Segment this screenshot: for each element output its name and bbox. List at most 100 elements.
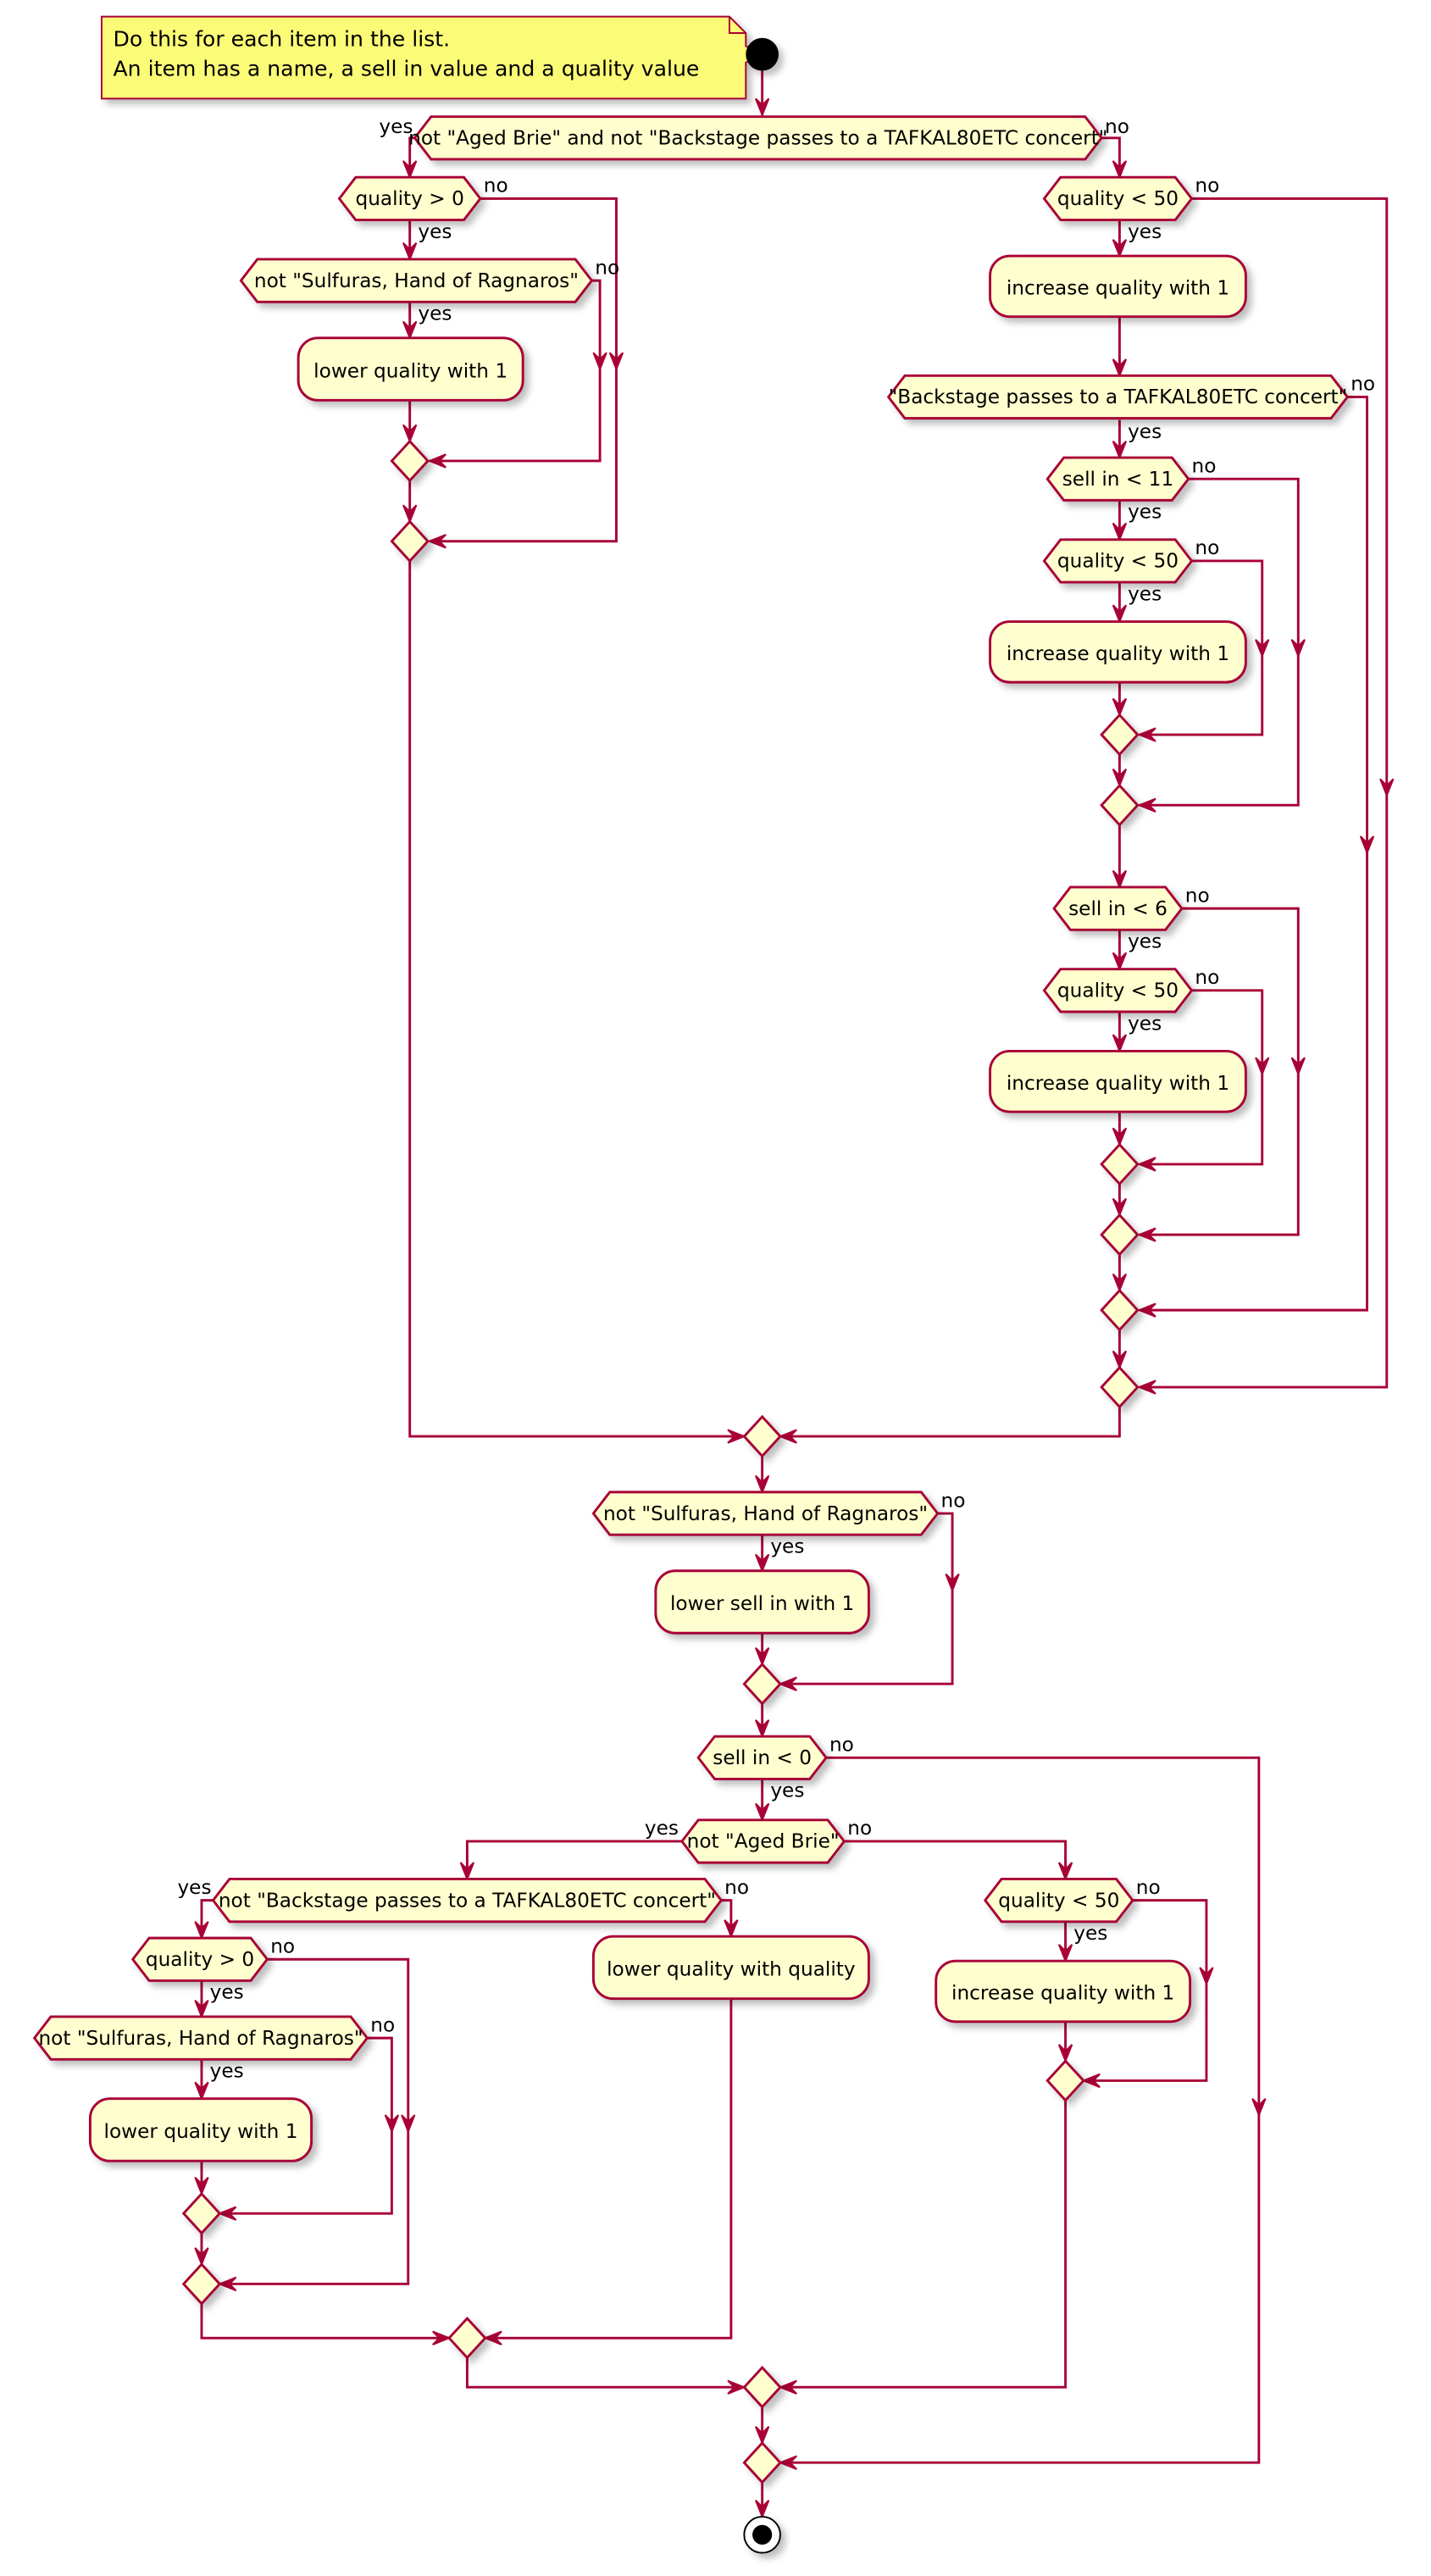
merge-node <box>742 1414 782 1458</box>
nodes: Do this for each item in the list. An ite… <box>32 15 1350 2554</box>
flow-edge <box>778 1512 960 1691</box>
action-label: lower quality with quality <box>607 1958 856 1981</box>
decision-label: sell in < 11 <box>1062 468 1174 491</box>
branch-label-no: no <box>484 175 508 197</box>
flow-edge <box>200 2303 452 2346</box>
arrow-head <box>755 1553 770 1574</box>
branch-label-yes: yes <box>1128 582 1162 605</box>
branch-label-no: no <box>1195 966 1219 989</box>
flow-edge <box>755 1535 770 1574</box>
branch-label-yes: yes <box>379 115 413 138</box>
arrow-head <box>608 352 624 372</box>
decision-d10: not "Sulfuras, Hand of Ragnaros" <box>591 1491 940 1536</box>
branch-label-no: no <box>1185 884 1210 907</box>
merge-node <box>742 1662 782 1706</box>
flow-edge <box>1112 316 1128 378</box>
merge-node <box>1100 1142 1140 1186</box>
flow-edge <box>194 2233 209 2267</box>
branch-label-no: no <box>847 1817 872 1840</box>
arrow-head <box>402 242 418 262</box>
decision-d7: quality < 50 <box>1042 538 1194 584</box>
arrow-head <box>483 2330 502 2346</box>
merge-node <box>390 439 430 483</box>
arrow-head <box>1112 952 1128 972</box>
branch-label-no: no <box>1195 175 1219 197</box>
arrow-head <box>1112 239 1128 258</box>
branch-label-yes: yes <box>1128 420 1162 443</box>
branch-label-no: no <box>941 1489 966 1512</box>
arrow-head <box>432 2330 452 2346</box>
decision-d14: quality > 0 <box>130 1936 269 1982</box>
action-a6: lower quality with 1 <box>88 2097 313 2162</box>
flow-edge <box>402 219 418 262</box>
arrow-head <box>755 1646 770 1667</box>
arrow-head <box>402 424 418 444</box>
flow-edge <box>427 279 607 469</box>
branch-label-no: no <box>1195 536 1219 559</box>
branch-label-no: no <box>829 1734 854 1757</box>
arrow-head <box>1112 1350 1128 1370</box>
action-label: lower quality with 1 <box>104 2120 298 2143</box>
flow-edge <box>402 400 418 444</box>
arrow-head <box>1112 160 1128 180</box>
flow-edge <box>1112 1112 1128 1147</box>
action-a7: lower quality with quality <box>591 1935 870 2001</box>
decision-d16: quality < 50 <box>983 1878 1134 1924</box>
note-line: Do this for each item in the list. <box>113 26 450 51</box>
arrow-head <box>1137 1227 1156 1242</box>
arrow-head <box>1379 778 1395 798</box>
arrow-head <box>1057 1862 1073 1882</box>
decision-d13: not "Backstage passes to a TAFKAL80ETC c… <box>211 1878 724 1924</box>
arrow-head <box>1199 1967 1214 1986</box>
flow-edge <box>402 480 418 525</box>
arrow-head <box>217 2206 237 2221</box>
action-label: increase quality with 1 <box>1007 1072 1229 1095</box>
decision-label: "Backstage passes to a TAFKAL80ETC conce… <box>889 386 1348 408</box>
flow-edge <box>1112 419 1128 460</box>
arrow-head <box>1137 1380 1156 1395</box>
flow-edge <box>402 302 418 341</box>
flow-edge <box>1137 396 1375 1318</box>
flow-edge <box>194 1899 214 1940</box>
arrow-head <box>1251 2098 1267 2118</box>
branch-label-no: no <box>595 256 619 279</box>
branch-label-no: no <box>1105 115 1129 138</box>
arrow-head <box>1112 358 1128 378</box>
branch-label-yes: yes <box>1128 930 1162 953</box>
flow-edge <box>427 197 624 549</box>
flow-edge <box>1137 197 1395 1395</box>
decision-d12: not "Aged Brie" <box>680 1818 846 1864</box>
arrow-head <box>1112 869 1128 890</box>
note-fold <box>728 16 746 34</box>
branch-label-no: no <box>724 1876 749 1899</box>
arrow-head <box>1137 1157 1156 1172</box>
arrow-head <box>402 320 418 341</box>
flow-edge <box>1112 219 1128 258</box>
flow-edge <box>1112 1330 1128 1370</box>
decision-label: sell in < 6 <box>1068 897 1168 920</box>
action-label: increase quality with 1 <box>1007 277 1229 300</box>
arrow-head <box>1359 836 1375 855</box>
arrow-head <box>592 352 607 372</box>
action-label: lower quality with 1 <box>313 359 508 382</box>
arrow-head <box>1057 2044 1073 2063</box>
arrow-head <box>1112 697 1128 718</box>
arrow-head <box>1081 2073 1101 2089</box>
decision-label: not "Sulfuras, Hand of Ragnaros" <box>254 269 579 292</box>
decision-d6: sell in < 11 <box>1046 456 1190 502</box>
flow-edge <box>465 2357 746 2395</box>
arrow-head <box>727 1429 746 1444</box>
decision-d15: not "Sulfuras, Hand of Ragnaros" <box>32 2015 369 2061</box>
flow-edge <box>1057 2021 1073 2063</box>
action-a5: lower sell in with 1 <box>654 1569 870 1635</box>
edges <box>194 70 1395 2519</box>
arrow-head <box>945 1573 960 1593</box>
merge-node <box>1100 713 1140 757</box>
flow-edge <box>194 1980 209 2019</box>
flow-edge <box>1137 477 1306 813</box>
branch-label-no: no <box>1351 373 1375 396</box>
flow-edge <box>408 560 746 1444</box>
arrow-head <box>402 504 418 525</box>
arrow-head <box>778 2379 797 2395</box>
